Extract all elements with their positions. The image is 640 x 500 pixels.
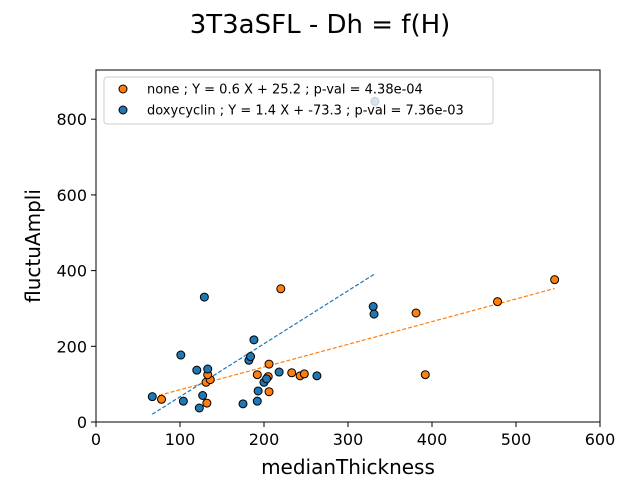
x-axis-label: medianThickness <box>261 455 435 479</box>
x-tick-label: 100 <box>165 430 196 449</box>
legend-label: doxycyclin ; Y = 1.4 X + -73.3 ; p-val =… <box>147 104 464 119</box>
x-tick-label: 600 <box>585 430 616 449</box>
y-tick-label: 200 <box>56 337 87 356</box>
data-point-series-1 <box>312 371 322 381</box>
data-point-series-0 <box>157 394 167 404</box>
legend-box <box>103 76 494 125</box>
data-point-series-1 <box>238 399 248 409</box>
data-point-series-1 <box>249 335 259 345</box>
data-point-series-1 <box>203 364 213 374</box>
y-tick-label: 600 <box>56 186 87 205</box>
x-tick-label: 0 <box>91 430 101 449</box>
y-tick-label: 800 <box>56 110 87 129</box>
data-point-series-1 <box>368 302 378 312</box>
data-point-series-1 <box>178 396 188 406</box>
data-point-series-1 <box>199 292 209 302</box>
y-tick-label: 0 <box>77 413 87 432</box>
legend-marker <box>118 105 128 115</box>
data-point-series-0 <box>202 398 212 408</box>
data-point-series-0 <box>493 297 503 307</box>
chart-title: 3T3aSFL - Dh = f(H) <box>190 10 451 40</box>
legend-marker <box>118 84 128 94</box>
data-point-series-0 <box>264 387 274 397</box>
legend: none ; Y = 0.6 X + 25.2 ; p-val = 4.38e-… <box>103 76 494 125</box>
y-tick-label: 400 <box>56 262 87 281</box>
data-point-series-0 <box>411 308 421 318</box>
data-point-series-1 <box>176 350 186 360</box>
fit-line-series-1 <box>151 273 376 415</box>
data-point-series-1 <box>198 391 208 401</box>
data-point-series-1 <box>246 352 256 362</box>
data-point-series-0 <box>299 369 309 379</box>
data-point-series-1 <box>274 367 284 377</box>
data-point-series-1 <box>194 403 204 413</box>
x-tick-label: 300 <box>333 430 364 449</box>
data-point-series-0 <box>252 370 262 380</box>
data-point-series-0 <box>276 284 286 294</box>
plot-area: 0 100 200 300 400 500 600 0 200 400 600 800 none ; Y… <box>56 69 616 449</box>
data-point-series-0 <box>550 275 560 285</box>
data-point-series-1 <box>262 374 272 384</box>
data-point-series-1 <box>147 392 157 402</box>
data-point-series-1 <box>369 309 379 319</box>
data-point-series-0 <box>264 359 274 369</box>
x-tick-label: 200 <box>249 430 280 449</box>
data-point-series-0 <box>420 370 430 380</box>
data-point-series-1 <box>192 365 202 375</box>
fit-line-series-0 <box>158 287 555 397</box>
y-axis-label: fluctuAmpli <box>21 189 45 303</box>
data-point-series-1 <box>252 396 262 406</box>
x-tick-label: 400 <box>417 430 448 449</box>
data-point-series-0 <box>287 368 297 378</box>
data-point-series-1 <box>253 386 263 396</box>
x-tick-label: 500 <box>501 430 532 449</box>
legend-label: none ; Y = 0.6 X + 25.2 ; p-val = 4.38e-… <box>147 83 423 98</box>
